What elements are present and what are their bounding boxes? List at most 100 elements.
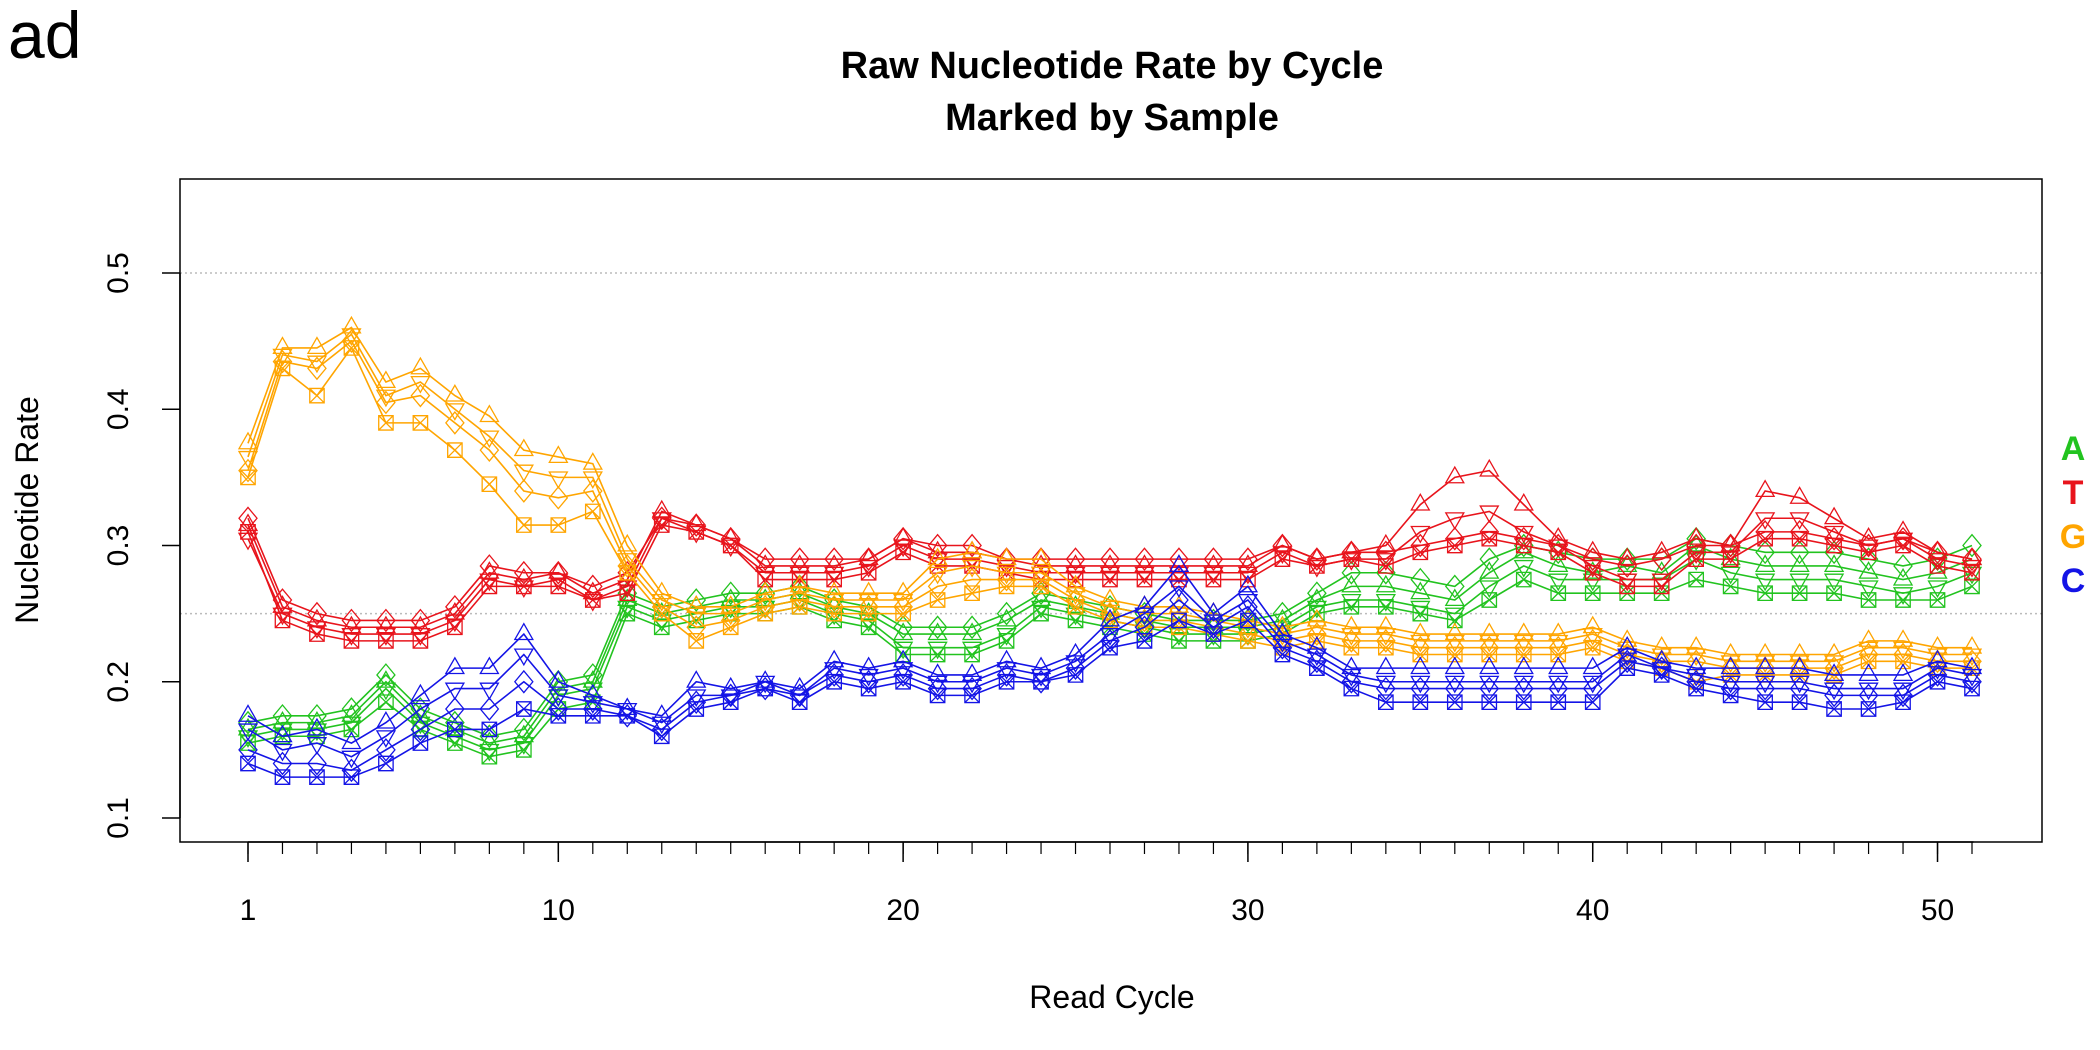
data-point-C [548, 697, 569, 721]
data-point-A [1754, 554, 1776, 572]
data-point-A [378, 694, 394, 711]
data-point-G [444, 383, 466, 402]
data-point-C [272, 743, 293, 762]
data-point-G [1651, 648, 1672, 667]
data-point-C [893, 663, 913, 687]
y-tick-label: 0.2 [102, 661, 135, 703]
data-point-C [1205, 626, 1222, 642]
data-point-T [1479, 458, 1500, 477]
data-point-C [1168, 554, 1190, 572]
data-point-T [1272, 533, 1293, 558]
data-point-A [1410, 567, 1431, 592]
data-point-G [513, 479, 534, 503]
data-point-G [1789, 656, 1810, 680]
series-A [237, 526, 1983, 765]
data-point-C [237, 723, 259, 742]
data-point-G [927, 566, 948, 585]
data-point-C [1099, 608, 1121, 627]
data-point-G [720, 607, 741, 626]
data-point-G [653, 605, 670, 622]
data-point-A [481, 748, 498, 765]
data-point-T [858, 547, 879, 571]
data-point-C [892, 662, 914, 680]
data-point-T [1513, 525, 1534, 544]
data-point-C [1754, 656, 1776, 675]
data-point-C [309, 769, 325, 785]
data-point-C [1030, 656, 1052, 675]
data-point-G [1824, 656, 1844, 680]
data-point-T [1722, 551, 1739, 567]
data-point-T [619, 585, 636, 602]
data-point-C [1237, 574, 1259, 593]
data-point-T [1892, 520, 1914, 538]
data-point-C [1513, 656, 1534, 675]
data-point-A [1823, 573, 1845, 592]
data-point-A [479, 731, 500, 750]
data-point-A [447, 735, 463, 751]
data-point-C [826, 673, 843, 690]
data-point-T [1927, 540, 1948, 565]
data-point-G [824, 581, 845, 600]
data-point-C [1168, 580, 1190, 599]
data-point-C [513, 648, 534, 667]
data-point-A [1823, 554, 1845, 572]
data-point-C [1824, 683, 1844, 708]
data-point-A [1134, 608, 1155, 627]
data-point-A [1307, 581, 1327, 606]
data-point-T [1548, 533, 1569, 558]
data-point-A [720, 588, 741, 607]
data-point-T [1823, 525, 1845, 544]
data-point-C [998, 673, 1015, 690]
data-point-C [1961, 656, 1983, 675]
data-point-T [1203, 554, 1224, 572]
data-point-A [1858, 561, 1879, 579]
data-point-A [240, 735, 256, 751]
data-point-A [479, 724, 500, 749]
data-point-C [961, 663, 983, 681]
data-point-T [1720, 533, 1741, 558]
data-point-G [1961, 636, 1983, 654]
data-point-C [274, 769, 291, 785]
data-point-C [410, 702, 431, 721]
data-point-G [1481, 646, 1498, 663]
data-point-G [722, 619, 739, 636]
data-point-G [927, 574, 948, 599]
data-point-G [961, 559, 983, 578]
data-point-T [1929, 558, 1946, 574]
data-point-T [1653, 578, 1670, 595]
data-point-G [1686, 636, 1707, 654]
data-point-C [479, 656, 500, 675]
data-point-A [1548, 554, 1569, 572]
data-point-T [1962, 547, 1982, 571]
data-point-C [1102, 639, 1118, 656]
data-point-G [1720, 656, 1741, 680]
data-point-G [858, 581, 879, 600]
data-point-G [548, 471, 569, 490]
data-point-C [1169, 588, 1189, 612]
data-point-T [1375, 540, 1396, 565]
data-point-A [998, 633, 1015, 649]
data-point-A [1754, 573, 1776, 592]
data-point-C [240, 755, 256, 772]
data-point-A [996, 608, 1017, 627]
data-point-T [1789, 512, 1810, 530]
data-point-G [1550, 646, 1567, 663]
data-point-T [1858, 533, 1879, 558]
data-point-T [824, 554, 845, 572]
data-point-C [1757, 694, 1773, 711]
data-point-A [1651, 561, 1672, 579]
data-point-G [789, 574, 810, 593]
series-line-G [247, 333, 1972, 663]
data-point-A [1375, 560, 1396, 585]
data-point-T [341, 615, 362, 634]
data-point-G [240, 469, 256, 486]
data-point-T [1895, 537, 1911, 554]
data-point-G [1582, 629, 1603, 653]
data-point-G [274, 360, 291, 377]
data-point-C [479, 682, 500, 701]
data-point-C [444, 656, 466, 675]
data-point-G [1479, 622, 1500, 641]
data-point-T [1410, 492, 1431, 511]
data-point-T [996, 547, 1017, 571]
